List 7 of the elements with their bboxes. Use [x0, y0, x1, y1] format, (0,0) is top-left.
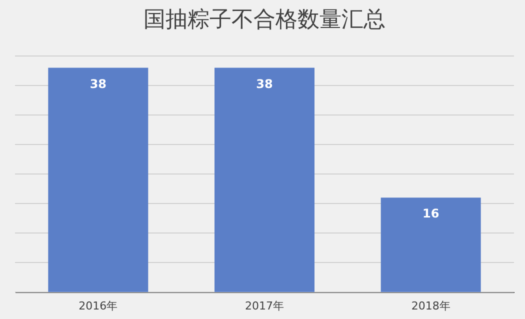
data-label: 38	[256, 76, 273, 91]
data-label: 16	[422, 206, 440, 221]
x-tick-label: 2016年	[78, 300, 118, 312]
chart-title: 国抽粽子不合格数量汇总	[144, 8, 386, 32]
x-tick-label: 2018年	[411, 300, 450, 312]
x-tick-label: 2017年	[245, 300, 284, 312]
data-label: 38	[90, 76, 107, 91]
